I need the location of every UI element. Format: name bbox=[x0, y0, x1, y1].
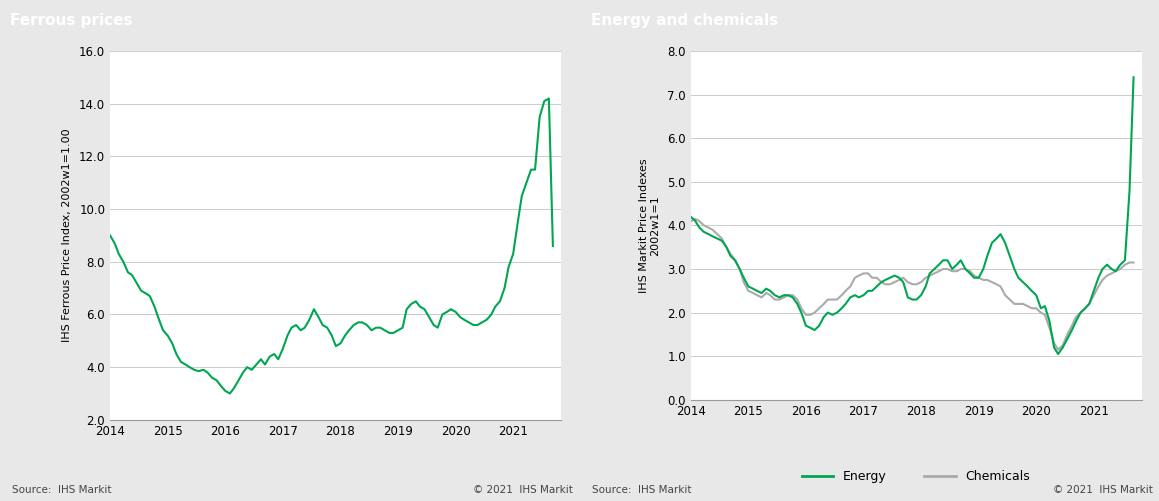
Text: Source:  IHS Markit: Source: IHS Markit bbox=[592, 485, 692, 495]
Text: © 2021  IHS Markit: © 2021 IHS Markit bbox=[473, 485, 573, 495]
Legend: Energy, Chemicals: Energy, Chemicals bbox=[797, 465, 1035, 488]
Text: Energy and chemicals: Energy and chemicals bbox=[591, 13, 778, 28]
Y-axis label: IHS Ferrous Price Index, 2002w1=1.00: IHS Ferrous Price Index, 2002w1=1.00 bbox=[63, 129, 72, 342]
Text: © 2021  IHS Markit: © 2021 IHS Markit bbox=[1054, 485, 1153, 495]
Text: Ferrous prices: Ferrous prices bbox=[10, 13, 133, 28]
Text: Source:  IHS Markit: Source: IHS Markit bbox=[12, 485, 111, 495]
Y-axis label: IHS Markit Price Indexes
2002w1=1: IHS Markit Price Indexes 2002w1=1 bbox=[639, 158, 661, 293]
